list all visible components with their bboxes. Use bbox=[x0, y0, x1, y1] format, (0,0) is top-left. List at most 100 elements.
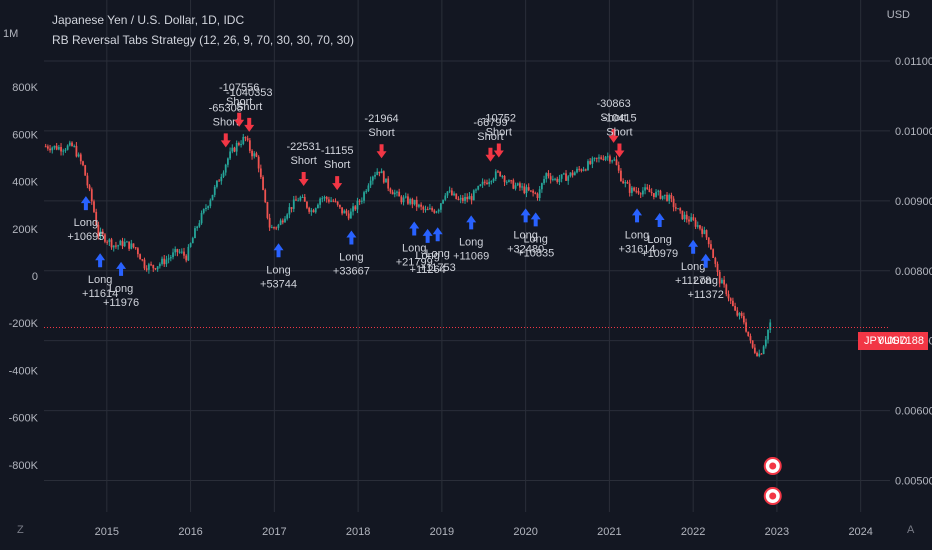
candle-body bbox=[314, 208, 317, 213]
candle-body bbox=[437, 209, 440, 212]
strategy-title[interactable]: RB Reversal Tabs Strategy (12, 26, 9, 70… bbox=[52, 33, 354, 47]
candle-body bbox=[466, 196, 469, 200]
candle-body bbox=[88, 185, 91, 190]
candle-body bbox=[505, 181, 508, 183]
candle-body bbox=[95, 211, 98, 225]
candle-body bbox=[540, 183, 543, 190]
candle-body bbox=[433, 210, 436, 213]
long-value: +11264 bbox=[410, 264, 446, 276]
candle-body bbox=[738, 312, 741, 316]
candle-body bbox=[670, 194, 673, 199]
candle-body bbox=[688, 219, 690, 222]
candle-body bbox=[376, 171, 379, 175]
candle-body bbox=[617, 165, 620, 171]
short-arrow-icon bbox=[614, 143, 625, 158]
candle-body bbox=[580, 169, 583, 171]
short-label: Short bbox=[324, 159, 350, 171]
left-tick-label: -800K bbox=[9, 460, 39, 472]
long-value: +10979 bbox=[641, 248, 678, 260]
candle-body bbox=[604, 156, 607, 160]
candle-body bbox=[382, 171, 385, 183]
candle-body bbox=[551, 178, 554, 180]
candle-body bbox=[126, 241, 128, 243]
candle-body bbox=[472, 190, 475, 201]
candle-body bbox=[185, 255, 188, 261]
timezone-icon[interactable]: Z bbox=[17, 524, 24, 536]
long-arrow-icon bbox=[409, 221, 420, 236]
candle-body bbox=[402, 197, 405, 203]
candle-body bbox=[742, 316, 745, 323]
candle-body bbox=[415, 199, 418, 207]
candle-body bbox=[547, 173, 550, 177]
candle-body bbox=[613, 159, 616, 161]
candle-body bbox=[152, 264, 155, 269]
long-label: Long bbox=[681, 261, 705, 273]
candle-body bbox=[677, 208, 679, 210]
candle-body bbox=[374, 174, 376, 177]
candle-body bbox=[141, 259, 144, 261]
candle-body bbox=[442, 199, 444, 204]
candle-body bbox=[753, 347, 756, 353]
candle-body bbox=[490, 181, 493, 183]
long-arrow-icon bbox=[530, 212, 541, 227]
candle-body bbox=[486, 182, 488, 185]
candle-body bbox=[578, 168, 581, 170]
x-tick-label: 2021 bbox=[597, 526, 621, 538]
left-tick-label: 400K bbox=[12, 177, 38, 189]
candle-body bbox=[378, 171, 381, 174]
long-value: +11069 bbox=[453, 250, 489, 262]
short-value: -10415 bbox=[602, 113, 636, 125]
candle-body bbox=[475, 189, 477, 191]
candle-body bbox=[270, 227, 273, 229]
candle-body bbox=[317, 204, 319, 209]
candle-body bbox=[470, 196, 473, 201]
candle-body bbox=[121, 240, 124, 247]
candle-body bbox=[389, 188, 392, 192]
long-value: +32480 bbox=[507, 243, 544, 255]
candle-body bbox=[413, 199, 416, 205]
candle-body bbox=[593, 157, 596, 159]
candle-body bbox=[567, 176, 570, 181]
candle-body bbox=[701, 228, 704, 234]
candle-body bbox=[477, 186, 480, 190]
candle-body bbox=[196, 226, 199, 229]
short-value: -10752 bbox=[482, 113, 516, 125]
candle-body bbox=[365, 190, 368, 193]
short-value: -11155 bbox=[321, 145, 354, 157]
candle-body bbox=[409, 199, 412, 204]
candle-body bbox=[306, 201, 308, 208]
candle-body bbox=[385, 178, 387, 183]
candle-body bbox=[655, 191, 657, 197]
candle-body bbox=[115, 245, 117, 247]
short-value: -21964 bbox=[364, 113, 398, 125]
candle-body bbox=[44, 146, 47, 148]
candle-body bbox=[523, 186, 526, 194]
candle-body bbox=[380, 171, 383, 174]
candle-body bbox=[97, 224, 100, 236]
candle-body bbox=[668, 194, 671, 201]
auto-scale-icon[interactable]: A bbox=[907, 524, 915, 536]
candle-body bbox=[237, 142, 240, 145]
long-value: +53744 bbox=[260, 278, 297, 290]
symbol-title[interactable]: Japanese Yen / U.S. Dollar, 1D, IDC bbox=[52, 13, 245, 27]
candle-body bbox=[481, 181, 484, 185]
candle-body bbox=[611, 160, 614, 162]
candle-body bbox=[334, 201, 337, 203]
long-value: +21799 bbox=[396, 256, 433, 268]
short-arrow-icon bbox=[493, 143, 504, 158]
candle-body bbox=[299, 197, 302, 201]
candle-body bbox=[209, 200, 212, 207]
candle-body bbox=[494, 171, 497, 179]
candle-body bbox=[224, 164, 227, 173]
candle-body bbox=[262, 177, 264, 190]
candle-body bbox=[683, 214, 686, 220]
candle-body bbox=[57, 147, 60, 150]
candle-body bbox=[295, 199, 297, 201]
candle-body bbox=[622, 181, 625, 184]
left-tick-label: 0 bbox=[32, 271, 38, 283]
candle-body bbox=[672, 198, 675, 208]
